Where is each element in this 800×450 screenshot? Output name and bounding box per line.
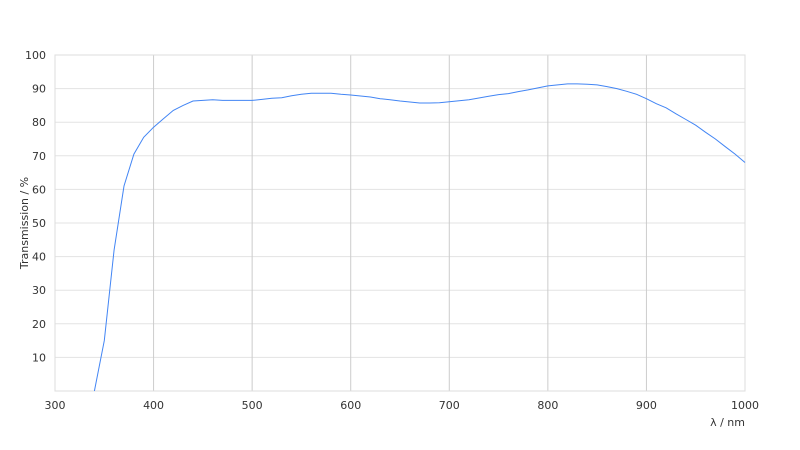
x-tick-label: 400: [143, 399, 164, 412]
y-tick-label: 30: [32, 284, 46, 297]
x-tick-label: 600: [340, 399, 361, 412]
y-tick-label: 70: [32, 150, 46, 163]
y-axis-label: Transmission / %: [18, 177, 31, 270]
y-tick-label: 10: [32, 351, 46, 364]
y-tick-label: 90: [32, 83, 46, 96]
tick-labels: 10 20 30 40 50 60 70 80 90 100 300 400 500 600 700 800 9…: [25, 49, 759, 412]
y-tick-label: 50: [32, 217, 46, 230]
x-tick-label: 700: [439, 399, 460, 412]
y-tick-label: 20: [32, 318, 46, 331]
y-tick-label: 40: [32, 251, 46, 264]
x-axis-label: λ / nm: [710, 416, 745, 429]
y-tick-label: 80: [32, 116, 46, 129]
grid: [54, 54, 746, 391]
y-tick-label: 100: [25, 49, 46, 62]
y-tick-label: 60: [32, 183, 46, 196]
x-tick-label: 300: [45, 399, 66, 412]
series-line: [93, 83, 746, 392]
x-tick-label: 500: [242, 399, 263, 412]
plot-area-border: [54, 54, 746, 392]
x-tick-label: 900: [636, 399, 657, 412]
x-tick-label: 800: [537, 399, 558, 412]
x-tick-label: 1000: [731, 399, 759, 412]
